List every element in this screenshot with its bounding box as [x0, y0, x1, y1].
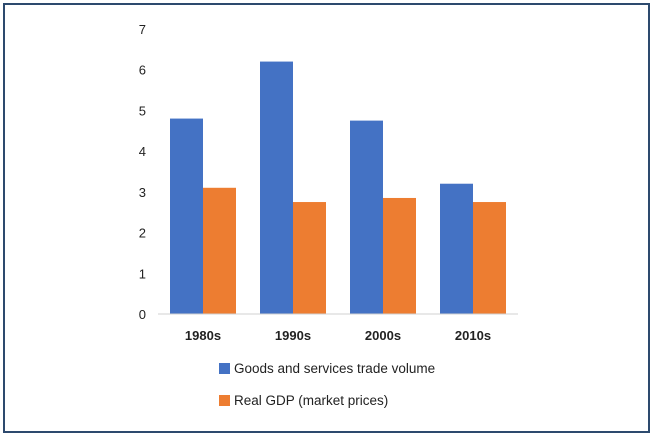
y-axis-tick-labels: 0 1 2 3 4 5 6 7: [139, 22, 146, 322]
bar-trade-volume: [260, 62, 293, 314]
bar-real-gdp: [383, 198, 416, 314]
y-tick-label: 5: [139, 103, 146, 118]
x-category-label: 1980s: [185, 328, 221, 343]
y-tick-label: 6: [139, 63, 146, 78]
legend: Goods and services trade volume Real GDP …: [219, 361, 435, 408]
bar-trade-volume: [170, 119, 203, 314]
y-tick-label: 1: [139, 266, 146, 281]
bars: [170, 62, 506, 314]
x-axis-category-labels: 1980s 1990s 2000s 2010s: [185, 328, 491, 343]
x-category-label: 2010s: [455, 328, 491, 343]
legend-label-real-gdp: Real GDP (market prices): [234, 393, 388, 408]
legend-swatch-real-gdp: [219, 395, 230, 406]
y-tick-label: 0: [139, 307, 146, 322]
legend-swatch-trade-volume: [219, 363, 230, 374]
y-tick-label: 4: [139, 144, 146, 159]
bar-real-gdp: [203, 188, 236, 314]
y-tick-label: 2: [139, 226, 146, 241]
y-tick-label: 7: [139, 22, 146, 37]
bar-trade-volume: [440, 184, 473, 314]
bar-real-gdp: [473, 202, 506, 314]
y-tick-label: 3: [139, 185, 146, 200]
x-category-label: 2000s: [365, 328, 401, 343]
legend-label-trade-volume: Goods and services trade volume: [234, 361, 435, 376]
bar-chart: 0 1 2 3 4 5 6 7 1980s 1990s 2000s 2010s Goods and …: [0, 0, 657, 424]
bar-trade-volume: [350, 121, 383, 314]
bar-real-gdp: [293, 202, 326, 314]
x-category-label: 1990s: [275, 328, 311, 343]
